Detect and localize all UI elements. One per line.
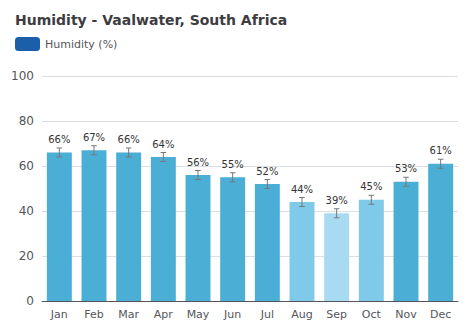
svg-text:52%: 52% bbox=[256, 166, 278, 177]
svg-text:60: 60 bbox=[19, 159, 34, 173]
svg-text:80: 80 bbox=[19, 114, 34, 128]
svg-text:Jan: Jan bbox=[50, 308, 68, 321]
svg-text:Humidity - Vaalwater, South Af: Humidity - Vaalwater, South Africa bbox=[15, 12, 287, 28]
svg-text:May: May bbox=[187, 308, 210, 321]
svg-text:100: 100 bbox=[11, 69, 34, 83]
svg-text:61%: 61% bbox=[430, 145, 452, 156]
svg-text:53%: 53% bbox=[395, 163, 417, 174]
svg-text:Sep: Sep bbox=[326, 308, 347, 321]
svg-text:56%: 56% bbox=[187, 157, 209, 168]
svg-text:66%: 66% bbox=[118, 134, 140, 145]
svg-text:66%: 66% bbox=[48, 134, 70, 145]
svg-text:40: 40 bbox=[19, 204, 34, 218]
svg-text:Aug: Aug bbox=[291, 308, 312, 321]
svg-text:Humidity (%): Humidity (%) bbox=[45, 38, 117, 51]
svg-text:55%: 55% bbox=[222, 159, 244, 170]
svg-text:Jul: Jul bbox=[260, 308, 274, 321]
svg-text:Feb: Feb bbox=[84, 308, 103, 321]
svg-text:Mar: Mar bbox=[118, 308, 139, 321]
svg-text:0: 0 bbox=[26, 294, 34, 308]
svg-text:44%: 44% bbox=[291, 184, 313, 195]
svg-text:Oct: Oct bbox=[362, 308, 382, 321]
svg-text:67%: 67% bbox=[83, 132, 105, 143]
svg-text:45%: 45% bbox=[360, 181, 382, 192]
svg-text:Dec: Dec bbox=[430, 308, 451, 321]
svg-text:Apr: Apr bbox=[154, 308, 174, 321]
svg-text:39%: 39% bbox=[326, 195, 348, 206]
svg-text:Nov: Nov bbox=[395, 308, 417, 321]
svg-text:Jun: Jun bbox=[223, 308, 241, 321]
svg-text:64%: 64% bbox=[152, 139, 174, 150]
svg-text:20: 20 bbox=[19, 249, 34, 263]
